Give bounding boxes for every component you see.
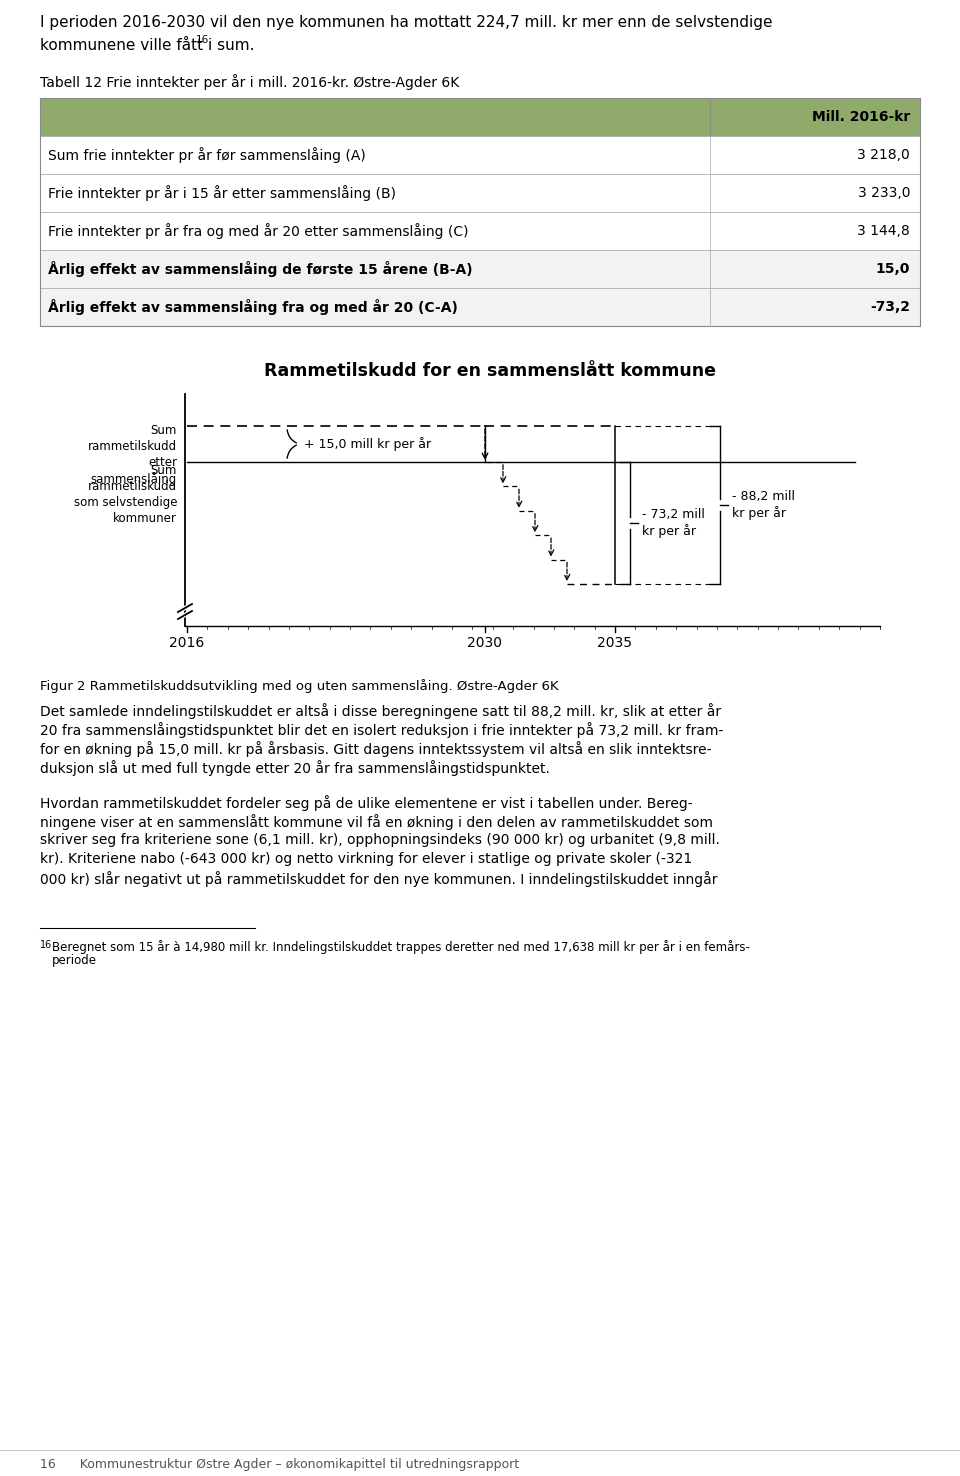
Text: Beregnet som 15 år à 14,980 mill kr. Inndelingstilskuddet trappes deretter ned m: Beregnet som 15 år à 14,980 mill kr. Inn… xyxy=(52,940,750,953)
Bar xyxy=(40,249,920,288)
Text: kr). Kriteriene nabo (-643 000 kr) og netto virkning for elever i statlige og pr: kr). Kriteriene nabo (-643 000 kr) og ne… xyxy=(40,852,692,866)
Text: 15,0: 15,0 xyxy=(876,263,910,276)
Text: 2030: 2030 xyxy=(468,636,502,649)
Bar xyxy=(40,97,920,326)
Text: I perioden 2016-2030 vil den nye kommunen ha mottatt 224,7 mill. kr mer enn de s: I perioden 2016-2030 vil den nye kommune… xyxy=(40,15,773,30)
Text: - 73,2 mill
kr per år: - 73,2 mill kr per år xyxy=(642,508,705,537)
Text: periode: periode xyxy=(52,953,97,967)
Text: 000 kr) slår negativt ut på rammetilskuddet for den nye kommunen. I inndelingsti: 000 kr) slår negativt ut på rammetilskud… xyxy=(40,871,717,887)
Bar xyxy=(40,174,920,213)
Text: 2016: 2016 xyxy=(169,636,204,649)
Text: + 15,0 mill kr per år: + 15,0 mill kr per år xyxy=(304,437,431,452)
Text: 3 233,0: 3 233,0 xyxy=(857,186,910,201)
Text: 16      Kommunestruktur Østre Agder – økonomikapittel til utredningsrapport: 16 Kommunestruktur Østre Agder – økonomi… xyxy=(40,1458,519,1472)
Text: Sum frie inntekter pr år før sammenslåing (A): Sum frie inntekter pr år før sammenslåin… xyxy=(48,148,366,162)
Bar xyxy=(40,136,920,174)
Text: Årlig effekt av sammenslåing fra og med år 20 (C-A): Årlig effekt av sammenslåing fra og med … xyxy=(48,300,458,314)
Text: 3 218,0: 3 218,0 xyxy=(857,148,910,162)
Text: Hvordan rammetilskuddet fordeler seg på de ulike elementene er vist i tabellen u: Hvordan rammetilskuddet fordeler seg på … xyxy=(40,796,692,810)
Text: ningene viser at en sammenslått kommune vil få en økning i den delen av rammetil: ningene viser at en sammenslått kommune … xyxy=(40,813,713,830)
Text: - 88,2 mill
kr per år: - 88,2 mill kr per år xyxy=(732,490,795,520)
Text: Figur 2 Rammetilskuddsutvikling med og uten sammenslåing. Østre-Agder 6K: Figur 2 Rammetilskuddsutvikling med og u… xyxy=(40,679,559,692)
Text: Frie inntekter pr år fra og med år 20 etter sammenslåing (C): Frie inntekter pr år fra og med år 20 et… xyxy=(48,223,468,239)
Text: Sum
rammetilskudd
etter
sammenslåing: Sum rammetilskudd etter sammenslåing xyxy=(88,424,177,486)
Text: Rammetilskudd for en sammenslått kommune: Rammetilskudd for en sammenslått kommune xyxy=(264,362,716,379)
Text: 20 fra sammenslåingstidspunktet blir det en isolert reduksjon i frie inntekter p: 20 fra sammenslåingstidspunktet blir det… xyxy=(40,722,724,738)
Text: Det samlede inndelingstilskuddet er altså i disse beregningene satt til 88,2 mil: Det samlede inndelingstilskuddet er alts… xyxy=(40,703,721,719)
Text: Årlig effekt av sammenslåing de første 15 årene (B-A): Årlig effekt av sammenslåing de første 1… xyxy=(48,261,472,277)
Text: Tabell 12 Frie inntekter per år i mill. 2016-kr. Østre-Agder 6K: Tabell 12 Frie inntekter per år i mill. … xyxy=(40,74,459,90)
Text: kommunene ville fått i sum.: kommunene ville fått i sum. xyxy=(40,38,254,53)
Text: 2035: 2035 xyxy=(597,636,633,649)
Text: Frie inntekter pr år i 15 år etter sammenslåing (B): Frie inntekter pr år i 15 år etter samme… xyxy=(48,184,396,201)
Text: Mill. 2016-kr: Mill. 2016-kr xyxy=(812,111,910,124)
Bar xyxy=(40,213,920,249)
Text: 3 144,8: 3 144,8 xyxy=(857,224,910,238)
Text: duksjon slå ut med full tyngde etter 20 år fra sammenslåingstidspunktet.: duksjon slå ut med full tyngde etter 20 … xyxy=(40,760,550,776)
Bar xyxy=(40,288,920,326)
Text: 16: 16 xyxy=(196,35,209,44)
Text: skriver seg fra kriteriene sone (6,1 mill. kr), opphopningsindeks (90 000 kr) og: skriver seg fra kriteriene sone (6,1 mil… xyxy=(40,832,720,847)
Text: Sum
rammetilskudd
som selvstendige
kommuner: Sum rammetilskudd som selvstendige kommu… xyxy=(74,463,177,525)
Text: 16: 16 xyxy=(40,940,52,951)
Text: for en økning på 15,0 mill. kr på årsbasis. Gitt dagens inntektssystem vil altså: for en økning på 15,0 mill. kr på årsbas… xyxy=(40,741,711,757)
Bar xyxy=(40,97,920,136)
Text: -73,2: -73,2 xyxy=(870,300,910,314)
